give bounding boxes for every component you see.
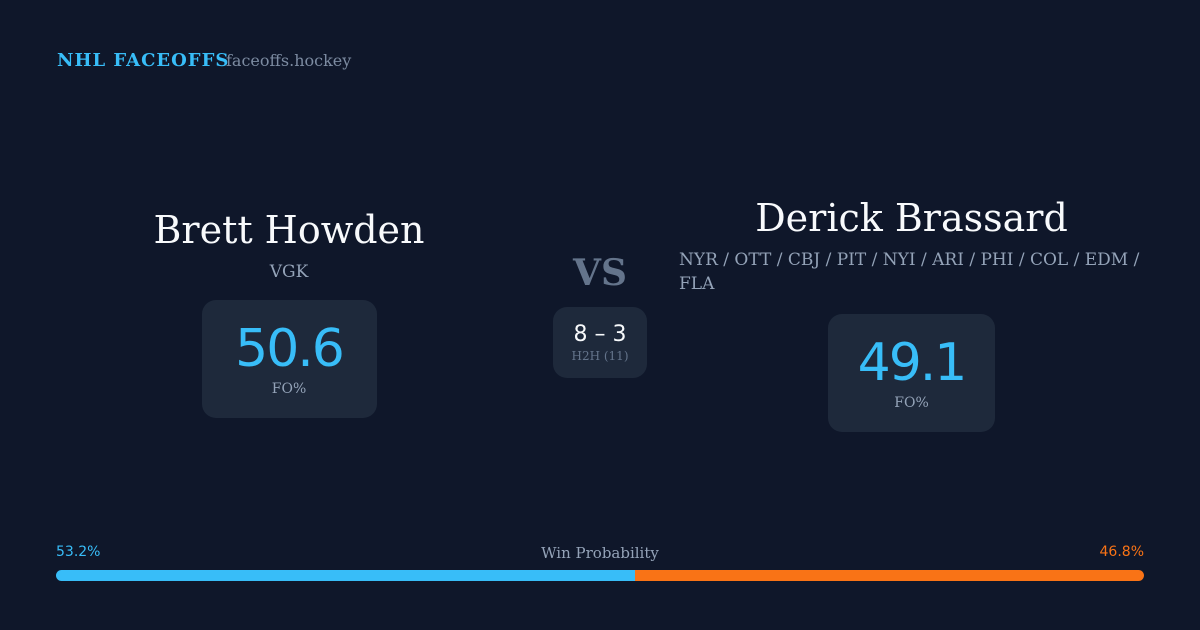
brand-title: NHL FACEOFFS <box>57 50 230 71</box>
player1-panel: Brett Howden VGK 50.6 FO% <box>89 208 489 418</box>
win-probability-bar <box>56 570 1144 581</box>
h2h-score: 8 – 3 <box>573 322 627 347</box>
player2-win-prob: 46.8% <box>1099 544 1144 560</box>
player2-name: Derick Brassard <box>755 196 1068 240</box>
h2h-label: H2H (11) <box>571 349 629 363</box>
player1-fo-pct: 50.6 <box>235 319 345 379</box>
player2-panel: Derick Brassard NYR / OTT / CBJ / PIT / … <box>679 196 1144 432</box>
player2-teams: NYR / OTT / CBJ / PIT / NYI / ARI / PHI … <box>679 250 1140 294</box>
player2-fo-pct: 49.1 <box>857 333 968 393</box>
player2-fo-label: FO% <box>894 395 929 411</box>
player1-teams: VGK <box>269 262 309 282</box>
win-probability-label: Win Probability <box>541 544 659 562</box>
player1-win-prob: 53.2% <box>56 544 101 560</box>
player1-fo-label: FO% <box>271 381 307 397</box>
player1-prob-segment <box>56 570 635 581</box>
player1-fo-card: 50.6 FO% <box>201 300 377 418</box>
player1-name: Brett Howden <box>153 208 425 252</box>
player2-prob-segment <box>634 570 1144 581</box>
site-link[interactable]: faceoffs.hockey <box>226 51 352 70</box>
vs-label: VS <box>573 252 627 294</box>
player2-fo-card: 49.1 FO% <box>828 314 995 432</box>
h2h-card: 8 – 3 H2H (11) <box>553 307 647 378</box>
